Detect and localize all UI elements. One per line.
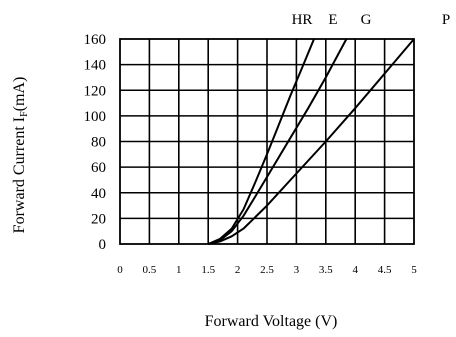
y-axis-label-group: Forward Current IF(mA) [11, 77, 30, 234]
series-line-e [207, 38, 348, 245]
y-tick-label: 80 [91, 135, 106, 151]
series-label-e: E [328, 12, 337, 28]
y-axis-label-subscript: F [19, 111, 30, 117]
plot-frame [119, 38, 415, 245]
series-label-g: G [361, 12, 372, 28]
x-tick-label: 2 [235, 264, 241, 276]
y-axis-label-main: Forward Current I [11, 117, 28, 233]
series-line-g [207, 38, 415, 245]
y-tick-label: 0 [99, 237, 107, 253]
y-tick-labels: 0 20 40 60 80 100 120 140 160 [84, 32, 107, 253]
x-tick-label: 1 [176, 264, 182, 276]
grid [120, 39, 414, 244]
series-group [207, 38, 415, 245]
x-axis-label: Forward Voltage (V) [205, 313, 338, 330]
x-tick-label: 2.5 [260, 264, 274, 276]
y-axis-label-unit: (mA) [11, 77, 28, 112]
series-line-hr [207, 38, 315, 245]
y-tick-label: 100 [84, 109, 107, 125]
y-axis-label: Forward Current IF(mA) [11, 77, 30, 234]
x-tick-label: 0 [117, 264, 123, 276]
plot-border [119, 38, 415, 245]
series-label-hr: HR [292, 12, 313, 28]
x-tick-label: 5 [411, 264, 417, 276]
x-tick-label: 3 [294, 264, 300, 276]
x-tick-label: 0.5 [143, 264, 157, 276]
y-tick-label: 40 [91, 186, 106, 202]
y-tick-label: 160 [84, 32, 107, 48]
x-tick-label: 1.5 [201, 264, 215, 276]
x-tick-labels: 0 0.5 1 1.5 2 2.5 3 3.5 4 4.5 5 [117, 264, 417, 276]
y-tick-label: 120 [84, 83, 107, 99]
y-tick-label: 140 [84, 58, 107, 74]
y-tick-label: 20 [91, 211, 106, 227]
series-label-p: P [442, 12, 450, 28]
y-tick-label: 60 [91, 160, 106, 176]
series-labels: HR E G P [292, 12, 451, 28]
x-tick-label: 3.5 [319, 264, 333, 276]
x-tick-label: 4.5 [378, 264, 392, 276]
x-tick-label: 4 [352, 264, 358, 276]
